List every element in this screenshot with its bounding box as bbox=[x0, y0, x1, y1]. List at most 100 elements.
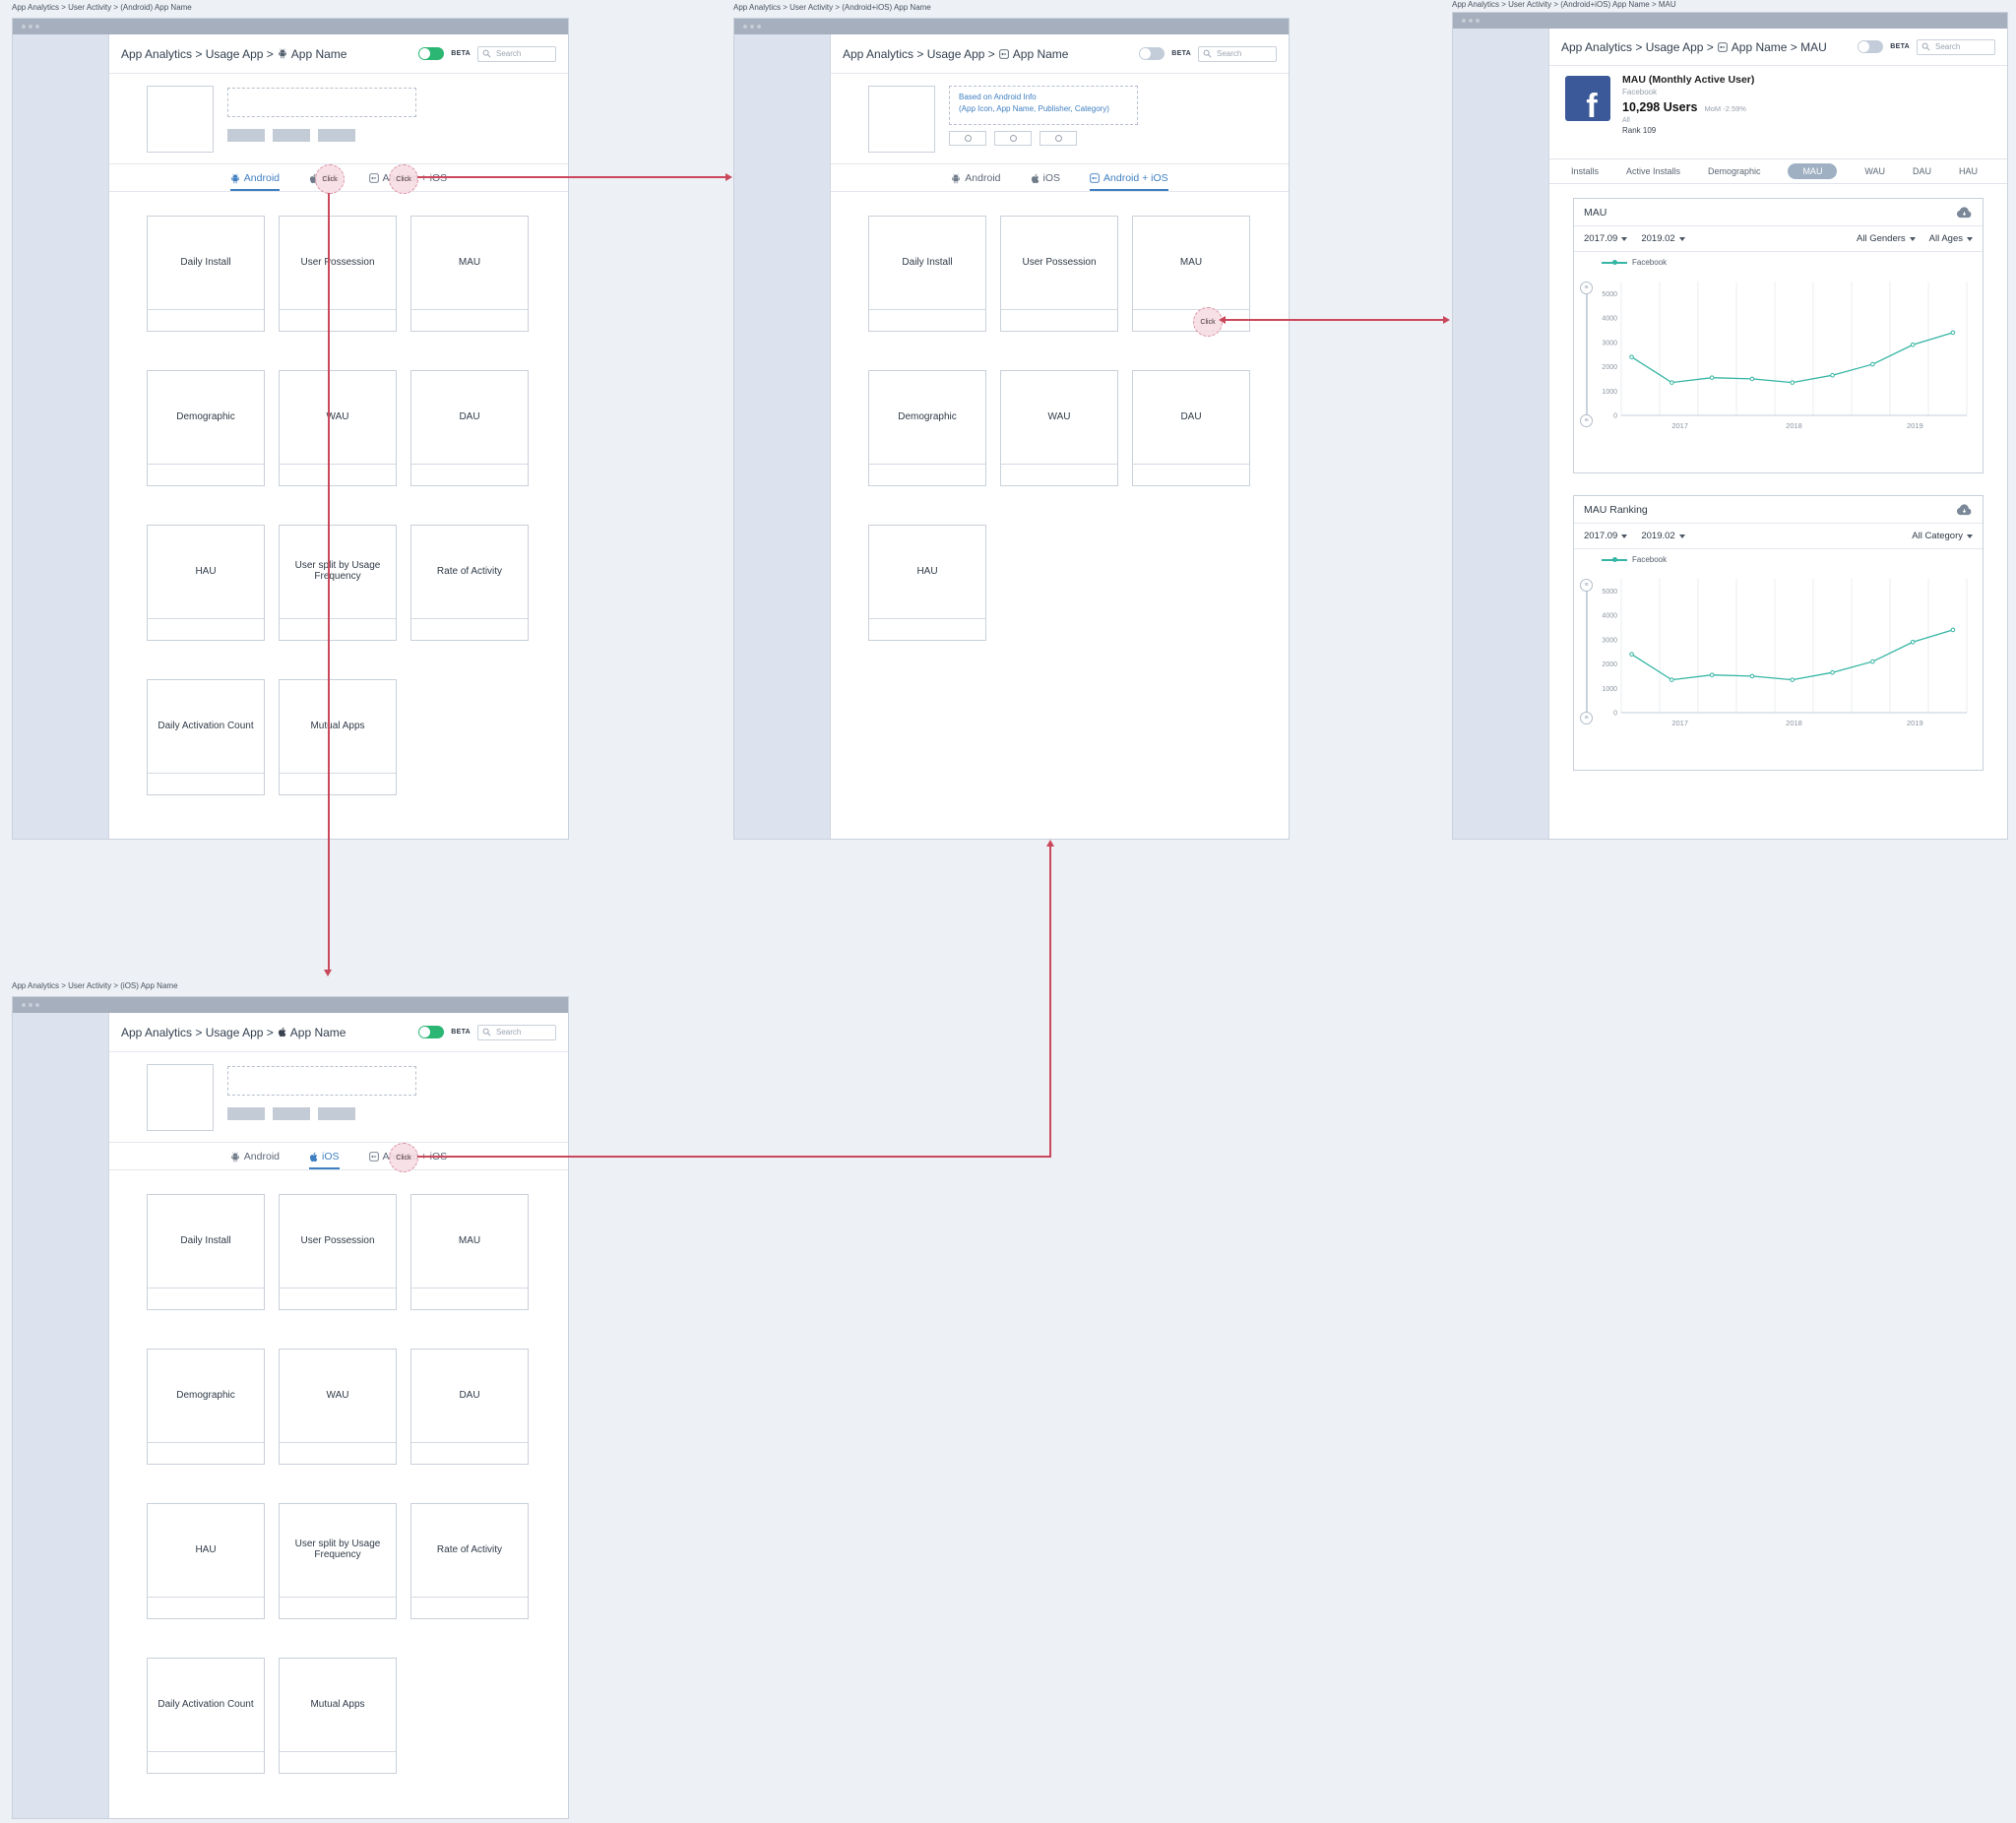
beta-toggle[interactable] bbox=[1858, 40, 1884, 53]
search-box[interactable] bbox=[477, 1024, 556, 1040]
metric-card[interactable]: HAU bbox=[147, 1503, 265, 1619]
metric-card[interactable]: User split by Usage Frequency bbox=[279, 1503, 397, 1619]
placeholder-button[interactable] bbox=[1040, 131, 1077, 146]
metric-card[interactable]: Rate of Activity bbox=[410, 1503, 529, 1619]
search-input[interactable] bbox=[1933, 41, 1990, 52]
metric-card[interactable]: DAU bbox=[1132, 370, 1250, 486]
search-box[interactable] bbox=[1198, 45, 1277, 62]
card-label: Demographic bbox=[898, 410, 957, 422]
metric-card[interactable]: WAU bbox=[279, 1349, 397, 1465]
chart-range-slider[interactable]: ≡ ≡ bbox=[1580, 282, 1594, 427]
placeholder-button[interactable] bbox=[227, 129, 265, 142]
slider-handle[interactable]: ≡ bbox=[1580, 282, 1593, 294]
breadcrumb: App Analytics > Usage App > App Name bbox=[121, 1026, 346, 1039]
card-label: DAU bbox=[1180, 410, 1202, 422]
metric-card[interactable]: Daily Install bbox=[868, 216, 986, 332]
metric-card[interactable]: Daily Activation Count bbox=[147, 679, 265, 795]
app-publisher: Facebook bbox=[1622, 88, 1658, 96]
metric-card-grid: Daily Install User Possession MAU Demogr… bbox=[109, 1170, 568, 1774]
placeholder-button[interactable] bbox=[273, 1107, 310, 1120]
download-icon[interactable] bbox=[1956, 206, 1973, 219]
metric-card[interactable]: MAU bbox=[410, 216, 529, 332]
metric-card[interactable]: User split by Usage Frequency bbox=[279, 525, 397, 641]
tab-installs[interactable]: Installs bbox=[1571, 166, 1600, 176]
download-icon[interactable] bbox=[1956, 503, 1973, 516]
beta-toggle[interactable] bbox=[1139, 47, 1166, 60]
slider-handle[interactable]: ≡ bbox=[1580, 579, 1593, 592]
metric-card[interactable]: User Possession bbox=[279, 216, 397, 332]
search-input[interactable] bbox=[494, 1027, 551, 1037]
apple-icon bbox=[1031, 173, 1039, 183]
date-to-dropdown[interactable]: 2019.02 bbox=[1641, 233, 1685, 244]
tab-android-ios[interactable]: Android + iOS bbox=[1090, 164, 1168, 191]
metric-card[interactable]: MAU bbox=[410, 1194, 529, 1310]
ages-dropdown[interactable]: All Ages bbox=[1929, 233, 1973, 244]
metric-card[interactable]: Mutual Apps bbox=[279, 1658, 397, 1774]
scope-label: All bbox=[1622, 117, 1630, 124]
search-box[interactable] bbox=[477, 45, 556, 62]
click-hotspot-ios-tab[interactable]: Click bbox=[315, 164, 345, 194]
metric-card[interactable]: DAU bbox=[410, 370, 529, 486]
tab-ios[interactable]: iOS bbox=[309, 1143, 340, 1169]
click-hotspot-combined-tab[interactable]: Click bbox=[389, 1143, 418, 1172]
slider-handle[interactable]: ≡ bbox=[1580, 712, 1593, 724]
tab-dau[interactable]: DAU bbox=[1913, 166, 1932, 176]
search-box[interactable] bbox=[1917, 38, 1995, 55]
placeholder-button[interactable] bbox=[318, 1107, 355, 1120]
beta-toggle[interactable] bbox=[418, 1026, 445, 1038]
metric-card[interactable]: Mutual Apps bbox=[279, 679, 397, 795]
metric-card[interactable]: User Possession bbox=[1000, 216, 1118, 332]
window-combined-app: App Analytics > Usage App > App Name BET… bbox=[733, 18, 1290, 840]
tab-active-installs[interactable]: Active Installs bbox=[1625, 166, 1680, 176]
beta-toggle[interactable] bbox=[418, 47, 445, 60]
metric-card[interactable]: WAU bbox=[279, 370, 397, 486]
date-to-dropdown[interactable]: 2019.02 bbox=[1641, 531, 1685, 541]
placeholder-button[interactable] bbox=[994, 131, 1032, 146]
placeholder-button[interactable] bbox=[318, 129, 355, 142]
metric-card[interactable]: Demographic bbox=[147, 370, 265, 486]
date-from-dropdown[interactable]: 2017.09 bbox=[1584, 233, 1628, 244]
metric-card[interactable]: Demographic bbox=[868, 370, 986, 486]
search-input[interactable] bbox=[494, 48, 551, 59]
tab-hau[interactable]: HAU bbox=[1958, 166, 1978, 176]
metric-card[interactable]: Daily Activation Count bbox=[147, 1658, 265, 1774]
category-dropdown[interactable]: All Category bbox=[1912, 531, 1973, 541]
metric-card[interactable]: Daily Install bbox=[147, 216, 265, 332]
metric-card[interactable]: DAU bbox=[410, 1349, 529, 1465]
card-label: Rate of Activity bbox=[436, 1543, 503, 1555]
svg-text:5000: 5000 bbox=[1602, 589, 1617, 596]
svg-text:4000: 4000 bbox=[1602, 316, 1617, 323]
window-control-dot bbox=[35, 25, 39, 29]
placeholder-button[interactable] bbox=[949, 131, 986, 146]
note-line: Based on Android Info bbox=[959, 93, 1037, 101]
search-input[interactable] bbox=[1215, 48, 1272, 59]
date-from-dropdown[interactable]: 2017.09 bbox=[1584, 531, 1628, 541]
tab-android[interactable]: Android bbox=[230, 164, 280, 191]
metric-card[interactable]: MAU bbox=[1132, 216, 1250, 332]
chart-range-slider[interactable]: ≡ ≡ bbox=[1580, 579, 1594, 724]
metric-card[interactable]: Rate of Activity bbox=[410, 525, 529, 641]
svg-text:0: 0 bbox=[1613, 711, 1617, 718]
tab-ios[interactable]: iOS bbox=[1031, 164, 1060, 191]
app-icon-placeholder bbox=[868, 86, 935, 153]
genders-dropdown[interactable]: All Genders bbox=[1857, 233, 1916, 244]
metric-card[interactable]: Demographic bbox=[147, 1349, 265, 1465]
metric-card[interactable]: User Possession bbox=[279, 1194, 397, 1310]
click-hotspot-mau-card[interactable]: Click bbox=[1193, 307, 1223, 337]
breadcrumb-text: App Analytics > Usage App > bbox=[121, 1025, 274, 1039]
tab-android[interactable]: Android bbox=[230, 1143, 280, 1169]
metric-card[interactable]: Daily Install bbox=[147, 1194, 265, 1310]
metric-card[interactable]: HAU bbox=[147, 525, 265, 641]
metric-card[interactable]: WAU bbox=[1000, 370, 1118, 486]
placeholder-button[interactable] bbox=[227, 1107, 265, 1120]
metric-card[interactable]: HAU bbox=[868, 525, 986, 641]
tab-demographic[interactable]: Demographic bbox=[1707, 166, 1761, 176]
placeholder-button[interactable] bbox=[273, 129, 310, 142]
slider-handle[interactable]: ≡ bbox=[1580, 414, 1593, 427]
tab-android[interactable]: Android bbox=[951, 164, 1001, 191]
click-hotspot-combined-tab[interactable]: Click bbox=[389, 164, 418, 194]
beta-label: BETA bbox=[1171, 50, 1191, 57]
tab-wau[interactable]: WAU bbox=[1864, 166, 1886, 176]
tab-mau[interactable]: MAU bbox=[1788, 163, 1838, 179]
